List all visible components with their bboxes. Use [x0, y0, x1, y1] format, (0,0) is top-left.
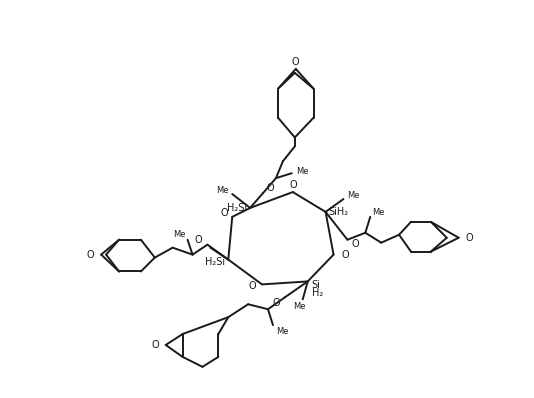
Text: O: O [221, 208, 228, 218]
Text: O: O [195, 235, 202, 245]
Text: H₂: H₂ [312, 288, 323, 298]
Text: Me: Me [296, 167, 308, 176]
Text: H₂Si: H₂Si [205, 257, 225, 267]
Text: Me: Me [276, 327, 288, 336]
Text: O: O [466, 233, 473, 243]
Text: O: O [289, 180, 296, 190]
Text: O: O [272, 298, 280, 308]
Text: H₂Si: H₂Si [227, 203, 247, 213]
Text: SiH₂: SiH₂ [328, 207, 349, 217]
Text: Me: Me [294, 302, 306, 311]
Text: O: O [151, 340, 159, 350]
Text: Me: Me [216, 185, 228, 195]
Text: O: O [292, 57, 300, 67]
Text: Me: Me [348, 191, 360, 199]
Text: O: O [248, 281, 256, 291]
Text: Si: Si [312, 281, 320, 291]
Text: O: O [266, 183, 273, 193]
Text: Me: Me [173, 230, 186, 239]
Text: O: O [87, 250, 94, 259]
Text: O: O [341, 250, 349, 259]
Text: O: O [351, 239, 359, 249]
Text: Me: Me [372, 209, 385, 217]
